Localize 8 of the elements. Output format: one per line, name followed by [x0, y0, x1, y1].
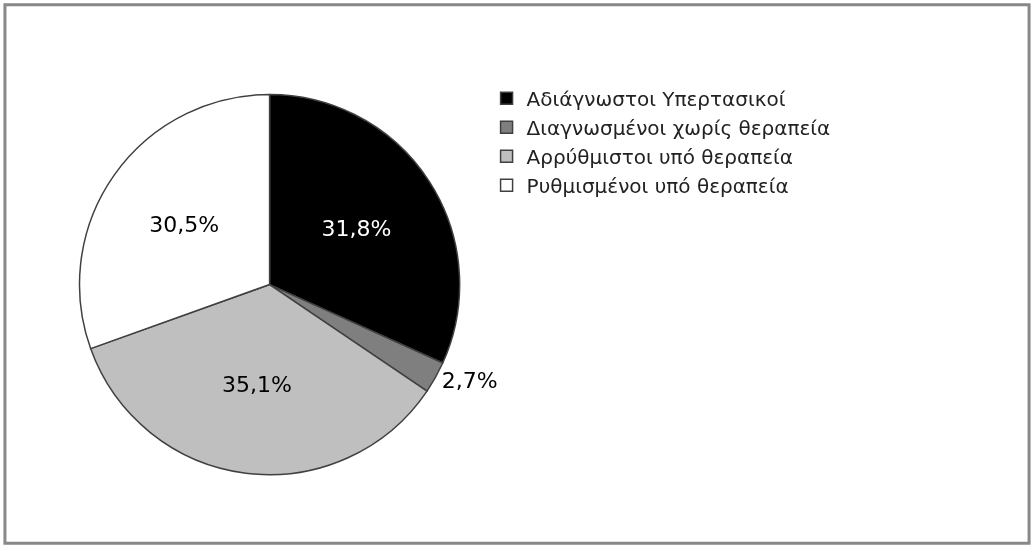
legend-label: Αδιάγνωστοι Υπερτασικοί	[526, 86, 786, 111]
legend-label: Ρυθμισμένοι υπό θεραπεία	[526, 173, 789, 198]
legend-label: Διαγνωσμένοι χωρίς θεραπεία	[526, 115, 831, 140]
data-label: 31,8%	[321, 216, 392, 242]
data-label: 30,5%	[149, 211, 220, 237]
data-label: 35,1%	[222, 371, 292, 397]
legend-label: Αρρύθμιστοι υπό θεραπεία	[526, 144, 793, 169]
data-label: 2,7%	[441, 367, 498, 393]
